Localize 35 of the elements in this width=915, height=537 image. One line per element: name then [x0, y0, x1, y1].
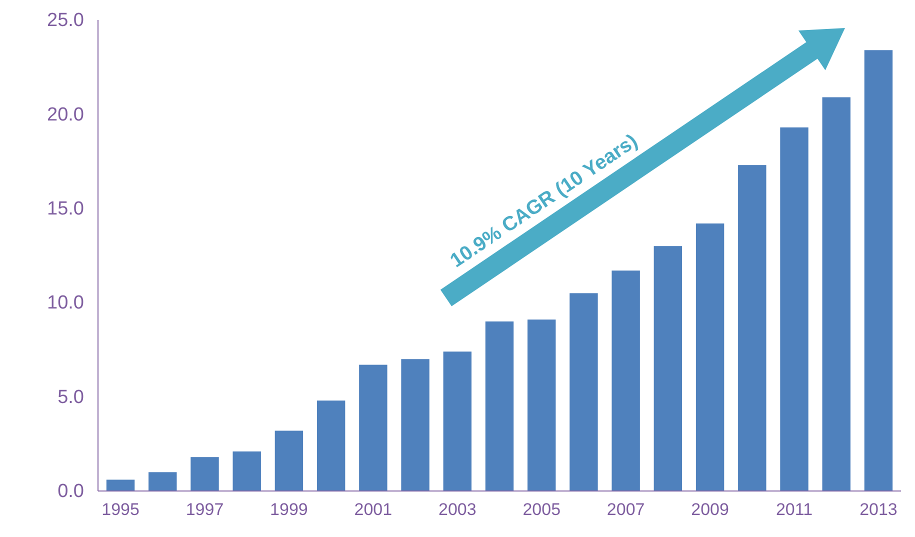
- x-tick-label: 2003: [438, 500, 476, 520]
- bar: [528, 320, 556, 491]
- y-tick-label: 20.0: [47, 104, 84, 126]
- x-tick-label: 1997: [186, 500, 224, 520]
- bar: [148, 472, 177, 491]
- y-tick-label: 10.0: [47, 292, 84, 314]
- bar: [738, 165, 766, 491]
- y-tick-label: 25.0: [47, 10, 84, 32]
- x-tick-label: 2001: [354, 500, 392, 520]
- bar: [401, 359, 430, 491]
- bar: [570, 293, 598, 491]
- x-tick-label: 2005: [522, 500, 561, 520]
- y-tick-label: 5.0: [58, 386, 84, 408]
- x-tick-label: 2009: [691, 500, 729, 520]
- bar: [359, 364, 388, 491]
- bar: [274, 430, 304, 491]
- bar: [443, 352, 472, 491]
- y-tick-label: 0.0: [58, 481, 84, 502]
- bar: [696, 223, 724, 491]
- bar: [822, 97, 850, 491]
- bar: [190, 457, 219, 491]
- bar: [106, 480, 135, 491]
- bar: [864, 50, 893, 491]
- bar: [654, 246, 682, 491]
- x-tick-label: 1995: [102, 500, 140, 520]
- bar: [316, 400, 346, 491]
- bar: [612, 270, 640, 491]
- x-tick-label: 1999: [270, 500, 308, 520]
- x-tick-label: 2007: [606, 500, 645, 520]
- bar: [485, 321, 514, 491]
- x-tick-label: 2011: [776, 500, 813, 520]
- y-tick-label: 15.0: [47, 198, 84, 220]
- x-tick-label: 2013: [860, 500, 898, 520]
- bar: [232, 451, 261, 491]
- bar: [780, 127, 808, 491]
